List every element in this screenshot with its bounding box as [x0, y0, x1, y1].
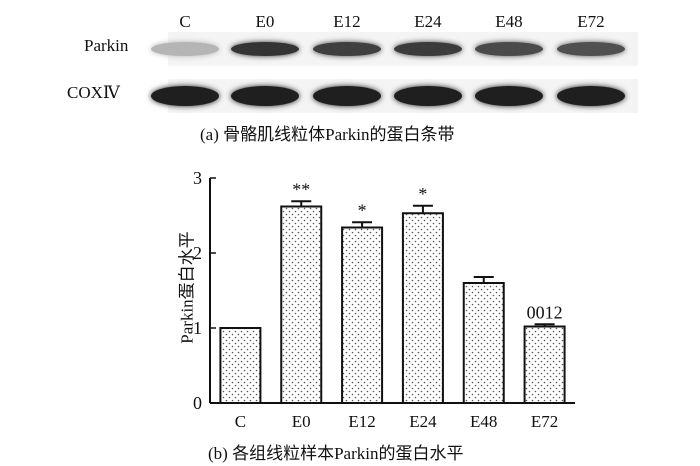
blot-band [475, 42, 543, 56]
blot-row-label-cox: COXⅣ [67, 83, 120, 102]
blot-band [313, 86, 381, 106]
blot-band [231, 86, 299, 106]
lane-label: E48 [495, 12, 523, 31]
y-tick-label: 1 [193, 318, 202, 338]
blot-band [394, 42, 462, 56]
blot-band [557, 86, 625, 106]
lane-label: C [179, 12, 191, 31]
x-tick-label: C [235, 412, 246, 431]
x-tick-label: E0 [292, 412, 311, 431]
blot-row-label-parkin: Parkin [84, 36, 129, 55]
y-tick-label: 0 [193, 393, 202, 413]
lane-label: E72 [577, 12, 605, 31]
blot-row-cox [151, 79, 638, 113]
bar [523, 325, 566, 404]
blot-band [394, 86, 462, 106]
bar [341, 226, 384, 404]
bar-annotation: * [358, 200, 367, 220]
x-tick-label: E72 [531, 412, 558, 431]
blot-band [313, 42, 381, 56]
x-tick-label: E48 [470, 412, 497, 431]
y-axis-title: Parkin蛋白水平 [177, 231, 197, 344]
x-tick-label: E12 [348, 412, 375, 431]
x-tick-label: E24 [409, 412, 437, 431]
lane-label: E24 [414, 12, 442, 31]
lane-label: E12 [333, 12, 361, 31]
blot-band [557, 42, 625, 56]
bar [219, 327, 262, 404]
bar [462, 282, 505, 404]
bar-annotation: ** [292, 179, 310, 199]
chart-caption: (b) 各组线粒样本Parkin的蛋白水平 [208, 444, 464, 463]
blot-caption: (a) 骨骼肌线粒体Parkin的蛋白条带 [200, 125, 455, 144]
bar-annotation: * [418, 184, 427, 204]
lane-label: E0 [255, 12, 275, 31]
blot-band [151, 42, 219, 56]
bar-annotation: 0012 [527, 302, 563, 322]
y-tick-label: 2 [193, 243, 202, 263]
blot-band [151, 86, 219, 106]
blot-band [475, 86, 543, 106]
blot-row-parkin [151, 32, 638, 66]
bar [401, 212, 444, 404]
blot-band [231, 42, 299, 56]
bar [280, 205, 323, 404]
y-tick-label: 3 [193, 168, 202, 188]
